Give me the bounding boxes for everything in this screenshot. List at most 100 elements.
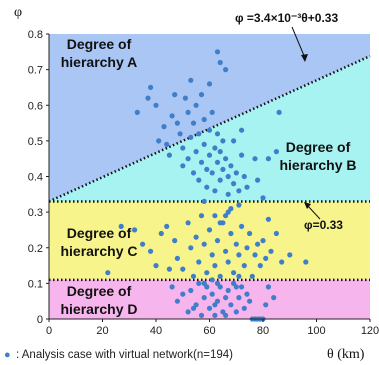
data-point	[225, 173, 231, 180]
data-point	[233, 284, 239, 290]
data-point	[303, 259, 309, 265]
data-point	[190, 120, 197, 126]
data-point	[206, 305, 213, 311]
data-point	[204, 270, 210, 276]
data-point	[209, 291, 215, 297]
data-point	[196, 131, 202, 137]
data-point	[206, 81, 213, 87]
data-point	[273, 230, 279, 237]
data-point	[209, 252, 215, 258]
data-point	[201, 141, 207, 147]
y-tick-label: 0.3	[28, 207, 43, 219]
data-point	[271, 295, 277, 301]
data-point	[212, 302, 218, 308]
region-c-label-line1: Degree of	[67, 225, 132, 241]
data-point	[257, 263, 263, 269]
data-point	[231, 181, 237, 187]
x-tick-label: 20	[96, 325, 108, 337]
y-tick-label: 0.4	[28, 172, 43, 184]
data-point	[118, 223, 124, 229]
data-point	[196, 177, 202, 183]
data-point	[212, 213, 218, 219]
y-tick-label: 0.6	[28, 100, 43, 112]
data-point	[260, 195, 266, 201]
data-point	[239, 127, 245, 133]
data-point	[172, 238, 178, 244]
data-point	[145, 95, 151, 101]
region-a	[49, 34, 370, 202]
data-point	[153, 102, 159, 108]
data-point	[214, 280, 221, 286]
data-point	[236, 273, 242, 279]
data-point	[268, 248, 274, 254]
data-point	[260, 238, 266, 244]
data-point	[252, 156, 258, 162]
data-point	[148, 84, 154, 90]
data-point	[204, 166, 210, 172]
data-point	[236, 252, 242, 258]
data-point	[247, 230, 253, 237]
data-point	[180, 163, 186, 169]
region-b-label-line2: hierarchy B	[279, 157, 356, 173]
data-point	[105, 270, 111, 276]
x-tick-label: 40	[150, 325, 162, 337]
data-point	[206, 152, 213, 158]
data-point	[220, 138, 226, 144]
data-point	[198, 159, 205, 165]
data-point	[188, 134, 194, 140]
data-point	[239, 152, 245, 158]
data-point	[212, 145, 218, 151]
data-point	[239, 284, 245, 290]
upper-equation-arrowhead	[301, 54, 308, 62]
data-point	[214, 131, 221, 137]
region-a-label-line2: hierarchy A	[61, 54, 138, 70]
data-point	[276, 109, 282, 115]
data-point	[182, 95, 188, 101]
data-point	[223, 213, 229, 219]
data-point	[185, 109, 191, 115]
data-point	[161, 124, 167, 130]
data-point	[185, 309, 191, 315]
data-point	[265, 284, 271, 290]
region-d-label-line2: hierarchy D	[60, 301, 137, 317]
data-point	[180, 291, 186, 297]
data-point	[214, 159, 221, 165]
tick-labels: 0 20 40 60 80 100 120 0 0.1 0.2 0.3 0.4 0.5 0.6 0.7 0.8	[28, 29, 379, 337]
data-point	[223, 312, 229, 318]
data-point	[244, 184, 250, 190]
data-point	[223, 248, 229, 254]
data-point	[217, 149, 223, 155]
data-point	[223, 295, 229, 301]
data-point	[236, 188, 242, 194]
data-point	[134, 109, 140, 115]
middle-equation-arrowhead	[304, 202, 311, 209]
data-point	[273, 149, 279, 155]
data-point	[201, 241, 207, 247]
data-point	[193, 234, 199, 240]
data-point	[217, 284, 223, 290]
data-point	[263, 302, 269, 308]
data-point	[201, 280, 207, 286]
data-point	[209, 109, 215, 115]
data-point	[188, 245, 194, 251]
data-point	[241, 173, 247, 180]
data-point	[265, 156, 271, 162]
legend-marker: ●	[4, 349, 11, 361]
data-point	[158, 230, 164, 237]
data-point	[201, 198, 207, 204]
data-point	[231, 138, 237, 144]
data-point	[166, 266, 172, 272]
data-point	[204, 184, 210, 190]
region-d	[49, 279, 370, 319]
hierarchy-regions	[49, 34, 370, 319]
data-point	[231, 270, 237, 276]
data-point	[212, 188, 218, 194]
x-tick-label: 0	[46, 325, 52, 337]
data-point	[228, 302, 234, 308]
data-point	[196, 280, 202, 286]
data-point	[185, 220, 191, 226]
data-point	[233, 241, 239, 247]
region-d-label-line1: Degree of	[67, 283, 132, 299]
data-point	[166, 152, 172, 158]
region-c-label-line2: hierarchy C	[60, 243, 137, 259]
